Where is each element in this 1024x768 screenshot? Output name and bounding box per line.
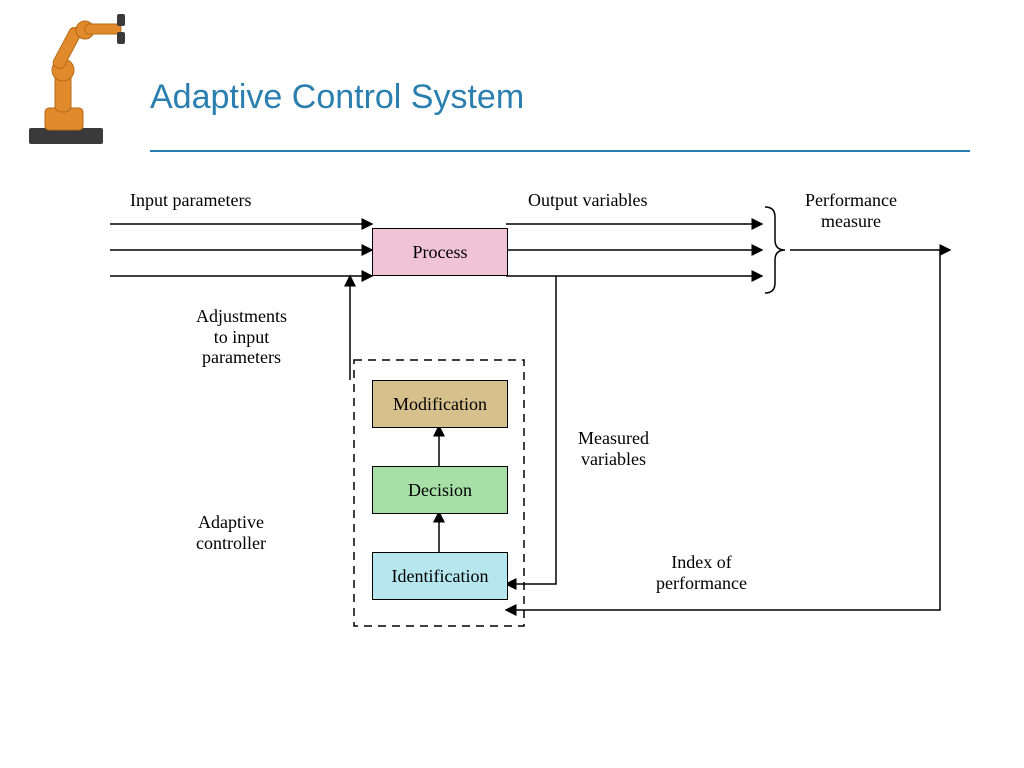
slide-title: Adaptive Control System bbox=[150, 78, 524, 117]
modification-box-label: Modification bbox=[393, 394, 487, 415]
block-diagram: Process Modification Decision Identificatio… bbox=[100, 190, 960, 690]
label-index: Index of performance bbox=[656, 552, 747, 593]
label-measured: Measured variables bbox=[578, 428, 649, 469]
decision-box-label: Decision bbox=[408, 480, 472, 501]
title-rule bbox=[150, 150, 970, 152]
modification-box: Modification bbox=[372, 380, 508, 428]
label-output: Output variables bbox=[528, 190, 647, 211]
label-performance: Performance measure bbox=[805, 190, 897, 231]
measured-feedback-arrow bbox=[506, 276, 556, 584]
label-input: Input parameters bbox=[130, 190, 251, 211]
identification-box: Identification bbox=[372, 552, 508, 600]
label-adjust: Adjustments to input parameters bbox=[196, 306, 287, 368]
diagram-svg bbox=[100, 190, 960, 690]
brace bbox=[765, 207, 785, 293]
label-controller: Adaptive controller bbox=[196, 512, 266, 553]
identification-box-label: Identification bbox=[392, 566, 489, 587]
robot-icon bbox=[15, 10, 135, 150]
process-box-label: Process bbox=[413, 242, 468, 263]
process-box: Process bbox=[372, 228, 508, 276]
decision-box: Decision bbox=[372, 466, 508, 514]
